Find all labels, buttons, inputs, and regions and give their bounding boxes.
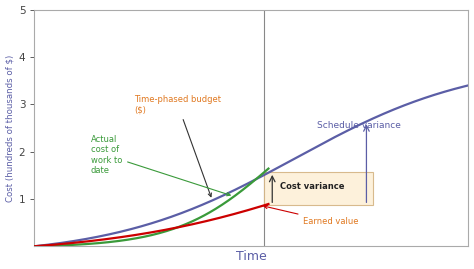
Text: Earned value: Earned value xyxy=(264,205,359,226)
Text: Actual
cost of
work to
date: Actual cost of work to date xyxy=(91,135,230,196)
Text: Cost variance: Cost variance xyxy=(280,182,345,191)
Text: Time-phased budget
($): Time-phased budget ($) xyxy=(134,95,221,197)
Bar xyxy=(264,172,373,205)
Y-axis label: Cost (hundreds of thousands of $): Cost (hundreds of thousands of $) xyxy=(6,54,15,201)
Text: Schedule variance: Schedule variance xyxy=(317,121,401,130)
X-axis label: Time: Time xyxy=(236,250,267,263)
